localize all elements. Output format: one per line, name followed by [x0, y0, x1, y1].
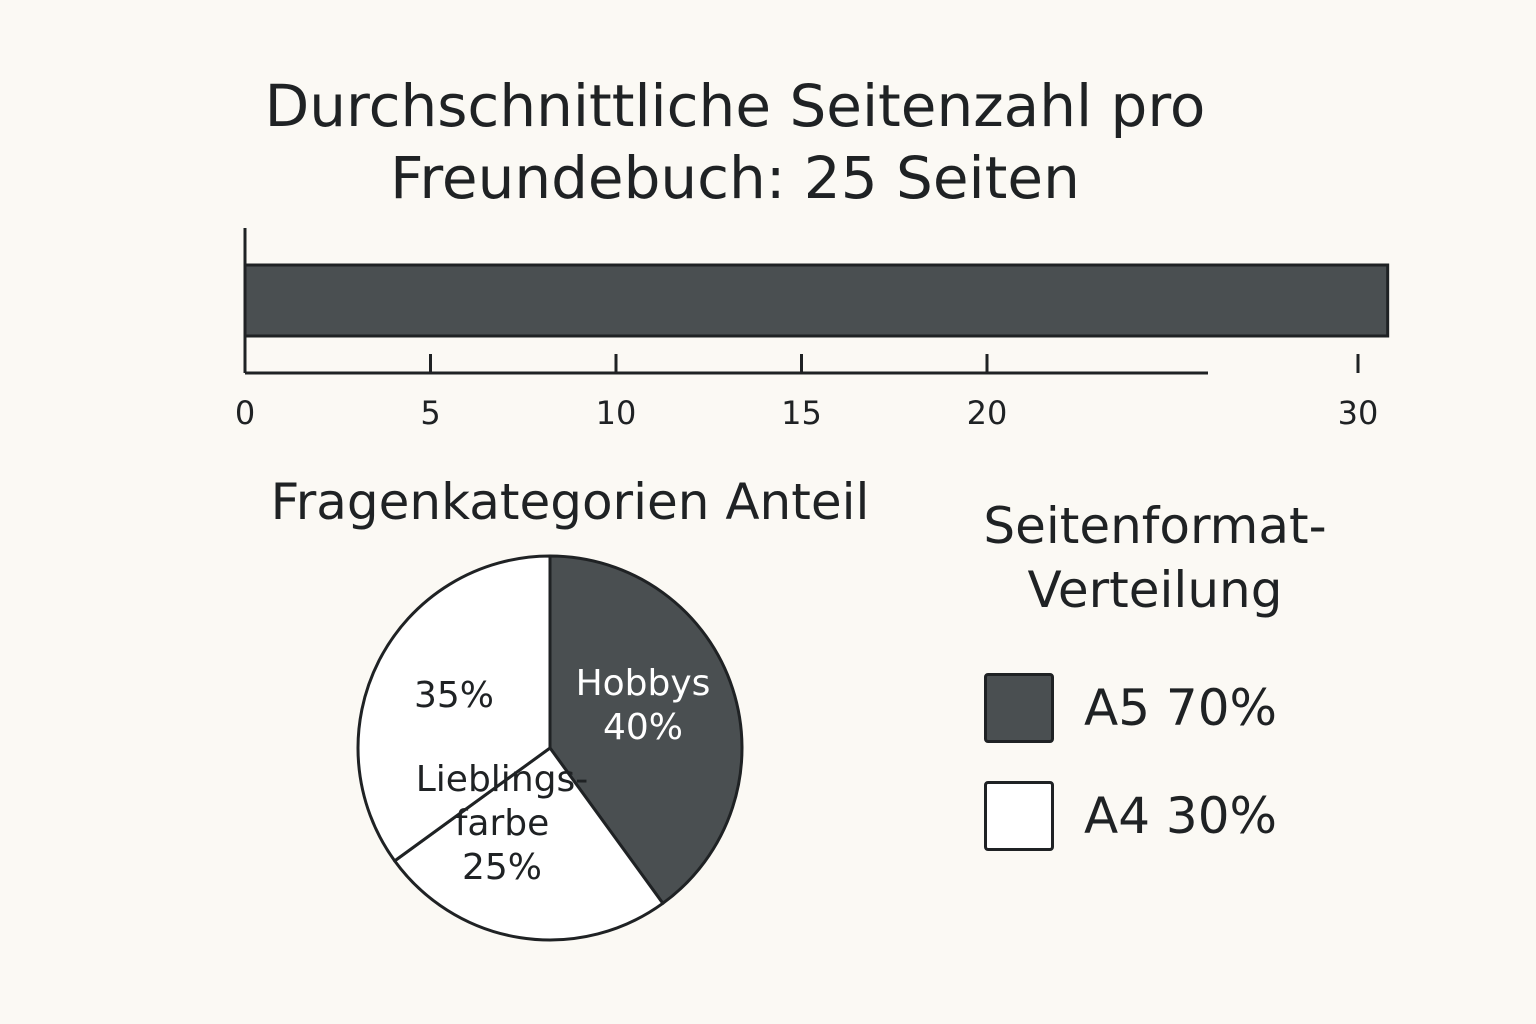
x-tick-label: 10 [596, 394, 637, 432]
legend-label-a4: A4 30% [1084, 787, 1278, 845]
legend-item-a5: A5 70% [984, 670, 1277, 746]
pie-slice-label: Hobbys 40% [576, 663, 711, 748]
legend-swatch-a4 [984, 781, 1054, 851]
bar-chart-title-line-2: Freundebuch: 25 Seiten [390, 144, 1080, 212]
bar-chart: 0 5 10 15 20 30 [235, 228, 1390, 432]
pie-slice-label-line: 40% [603, 707, 683, 748]
pie-slice-label-line: 25% [462, 847, 542, 888]
bar-chart-title-line-1: Durchschnittliche Seitenzahl pro [264, 72, 1206, 140]
pie-slice-label-line: Lieblings- [416, 759, 588, 800]
bar-chart-title: Durchschnittliche Seitenzahl pro Freunde… [230, 70, 1240, 214]
format-legend-title: Seitenformat- Verteilung [950, 494, 1360, 622]
pie-slice-label-line: Hobbys [576, 663, 711, 704]
x-tick-label: 15 [781, 394, 822, 432]
format-legend-title-line-1: Seitenformat- [983, 497, 1327, 555]
pie-chart: Hobbys 40% Lieblings-farbe 25% 35% [356, 554, 744, 942]
pie-slice-lieblingsfarbe [393, 746, 665, 942]
pie-slice-label: Lieblings-farbe 25% [416, 759, 588, 888]
pie-chart-title: Fragenkategorien Anteil [270, 473, 870, 531]
x-tick-label: 30 [1338, 394, 1379, 432]
x-tick-label: 20 [967, 394, 1008, 432]
pie-slice-hobbys [548, 554, 744, 905]
format-legend: A5 70% A4 30% [984, 670, 1277, 886]
format-legend-title-line-2: Verteilung [1027, 561, 1283, 619]
legend-item-a4: A4 30% [984, 778, 1277, 854]
x-tick-label: 5 [420, 394, 440, 432]
pie-slice-label-line: farbe [455, 803, 550, 844]
pie-slice-label-line: 35% [414, 675, 494, 716]
legend-label-a5: A5 70% [1084, 679, 1278, 737]
pie-slice-unlabeled [356, 554, 552, 863]
pie-slice-label: 35% [414, 675, 494, 716]
x-tick-label: 0 [235, 394, 255, 432]
legend-swatch-a5 [984, 673, 1054, 743]
bar-mark [243, 263, 1390, 338]
